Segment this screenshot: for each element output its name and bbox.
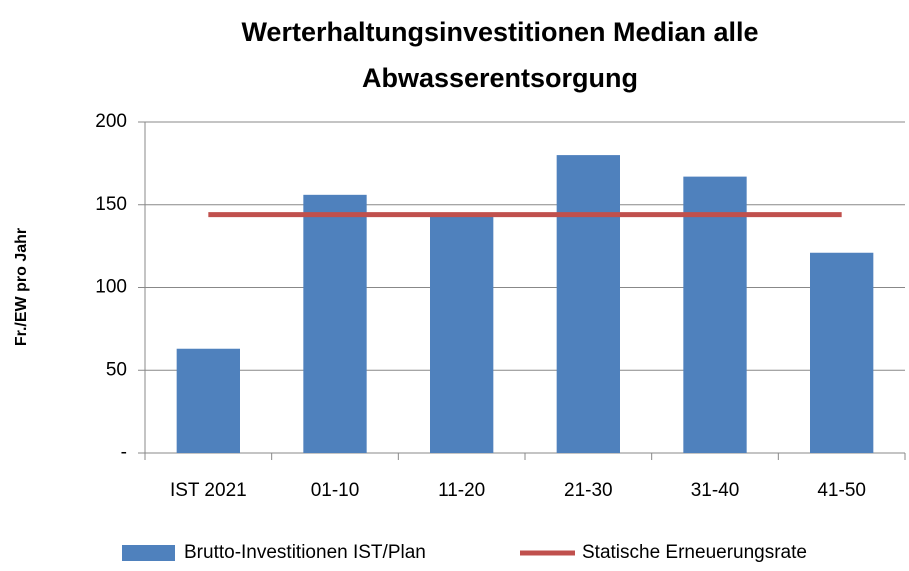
x-tick-label: 41-50 [817,480,866,501]
bar [176,348,240,453]
x-tick-label: 01-10 [311,480,360,501]
bar [303,194,367,453]
legend-swatch [122,545,175,561]
bar [810,252,874,453]
y-tick-label: 200 [95,111,127,132]
y-tick-label: 50 [106,359,127,380]
bar [556,155,620,453]
y-tick-label: 100 [95,277,127,298]
y-tick-label: 150 [95,194,127,215]
legend-label: Brutto-Investitionen IST/Plan [184,542,426,563]
y-tick-label: - [121,442,127,463]
bar [683,176,747,454]
x-tick-label: IST 2021 [170,480,247,501]
x-tick-label: 31-40 [691,480,740,501]
x-tick-label: 21-30 [564,480,613,501]
y-axis-label: Fr./EW pro Jahr [13,228,30,346]
x-tick-label: 11-20 [438,480,485,501]
legend-label: Statische Erneuerungsrate [582,542,807,563]
bar [430,213,494,453]
chart-title: Werterhaltungsinvestitionen Median alle [241,17,758,47]
chart-title: Abwasserentsorgung [362,63,638,93]
